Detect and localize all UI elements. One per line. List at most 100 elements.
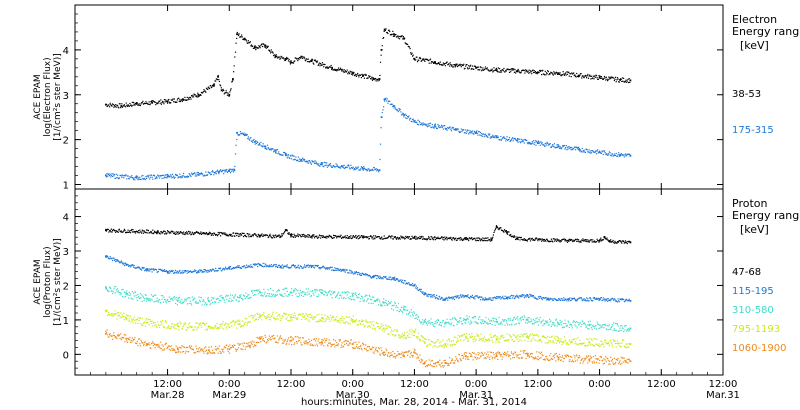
data-point bbox=[518, 71, 520, 73]
data-point bbox=[474, 132, 477, 135]
data-point bbox=[443, 63, 445, 65]
data-point bbox=[383, 99, 385, 101]
data-point bbox=[133, 177, 135, 179]
data-point bbox=[628, 153, 630, 155]
data-point bbox=[617, 325, 619, 327]
data-point bbox=[450, 128, 452, 130]
data-point bbox=[400, 280, 403, 283]
data-point bbox=[350, 270, 353, 272]
data-point bbox=[134, 179, 136, 181]
data-point bbox=[243, 322, 245, 324]
data-point bbox=[212, 84, 214, 86]
data-point bbox=[194, 172, 196, 174]
data-point bbox=[429, 122, 432, 124]
data-point bbox=[589, 151, 591, 153]
data-point bbox=[602, 78, 604, 80]
data-point bbox=[197, 92, 199, 94]
data-point bbox=[197, 93, 200, 96]
data-point bbox=[292, 315, 295, 317]
data-point bbox=[240, 294, 242, 296]
data-point bbox=[397, 303, 399, 305]
data-point bbox=[444, 343, 447, 345]
data-point bbox=[284, 152, 286, 154]
data-point bbox=[307, 61, 309, 63]
data-point bbox=[328, 236, 330, 238]
data-point bbox=[228, 169, 230, 172]
data-point bbox=[288, 293, 290, 295]
data-point bbox=[386, 327, 388, 329]
data-point bbox=[145, 268, 147, 270]
data-point bbox=[560, 240, 562, 242]
data-point bbox=[252, 294, 254, 297]
data-point bbox=[159, 102, 161, 104]
data-point bbox=[363, 74, 365, 76]
data-point bbox=[418, 120, 420, 122]
data-point bbox=[482, 69, 485, 71]
data-point bbox=[181, 299, 183, 301]
data-point bbox=[120, 316, 122, 319]
data-point bbox=[411, 311, 413, 313]
data-point bbox=[121, 174, 124, 176]
data-point bbox=[263, 266, 265, 268]
data-point bbox=[586, 241, 588, 243]
data-point bbox=[208, 231, 211, 233]
data-point bbox=[268, 295, 270, 297]
data-point bbox=[573, 72, 575, 74]
data-point bbox=[526, 319, 529, 321]
data-point bbox=[168, 176, 170, 178]
data-point bbox=[571, 239, 573, 241]
data-point bbox=[462, 239, 464, 242]
data-point bbox=[286, 230, 288, 232]
data-point bbox=[234, 294, 237, 296]
data-point bbox=[457, 295, 459, 297]
data-point bbox=[473, 317, 475, 319]
data-point bbox=[205, 328, 207, 331]
data-point bbox=[281, 233, 283, 235]
data-point bbox=[352, 235, 354, 237]
data-point bbox=[241, 36, 243, 38]
data-point bbox=[482, 322, 485, 325]
data-point bbox=[309, 317, 311, 319]
data-point bbox=[374, 327, 376, 329]
data-point bbox=[228, 95, 230, 97]
data-point bbox=[523, 70, 525, 72]
data-point bbox=[351, 294, 354, 297]
data-point bbox=[228, 267, 231, 270]
data-point bbox=[361, 296, 363, 298]
data-point bbox=[169, 300, 171, 302]
data-point bbox=[294, 60, 296, 62]
data-point bbox=[237, 319, 240, 321]
data-point bbox=[165, 99, 167, 101]
data-point bbox=[463, 318, 465, 320]
data-point bbox=[437, 62, 440, 64]
data-point bbox=[231, 325, 233, 327]
data-point bbox=[617, 78, 619, 80]
data-point bbox=[608, 154, 610, 156]
data-point bbox=[620, 155, 622, 157]
data-point bbox=[414, 283, 416, 285]
data-point bbox=[322, 235, 324, 237]
data-point bbox=[576, 238, 578, 240]
data-point bbox=[279, 57, 282, 59]
data-point bbox=[230, 300, 232, 303]
data-point bbox=[609, 299, 611, 301]
data-point bbox=[287, 233, 290, 235]
data-point bbox=[109, 258, 111, 260]
data-point bbox=[300, 57, 302, 59]
data-point bbox=[342, 291, 344, 293]
data-point bbox=[189, 96, 191, 99]
data-point bbox=[309, 290, 311, 292]
data-point bbox=[396, 36, 398, 38]
data-point bbox=[539, 317, 541, 319]
data-point bbox=[349, 295, 351, 297]
data-point bbox=[109, 286, 111, 288]
data-point bbox=[610, 239, 612, 241]
data-point bbox=[553, 240, 556, 242]
data-point bbox=[184, 324, 186, 326]
data-point bbox=[458, 130, 460, 132]
data-point bbox=[503, 320, 505, 322]
data-point bbox=[507, 324, 509, 326]
data-point bbox=[291, 62, 293, 64]
data-point bbox=[162, 101, 164, 103]
data-point bbox=[563, 74, 565, 76]
